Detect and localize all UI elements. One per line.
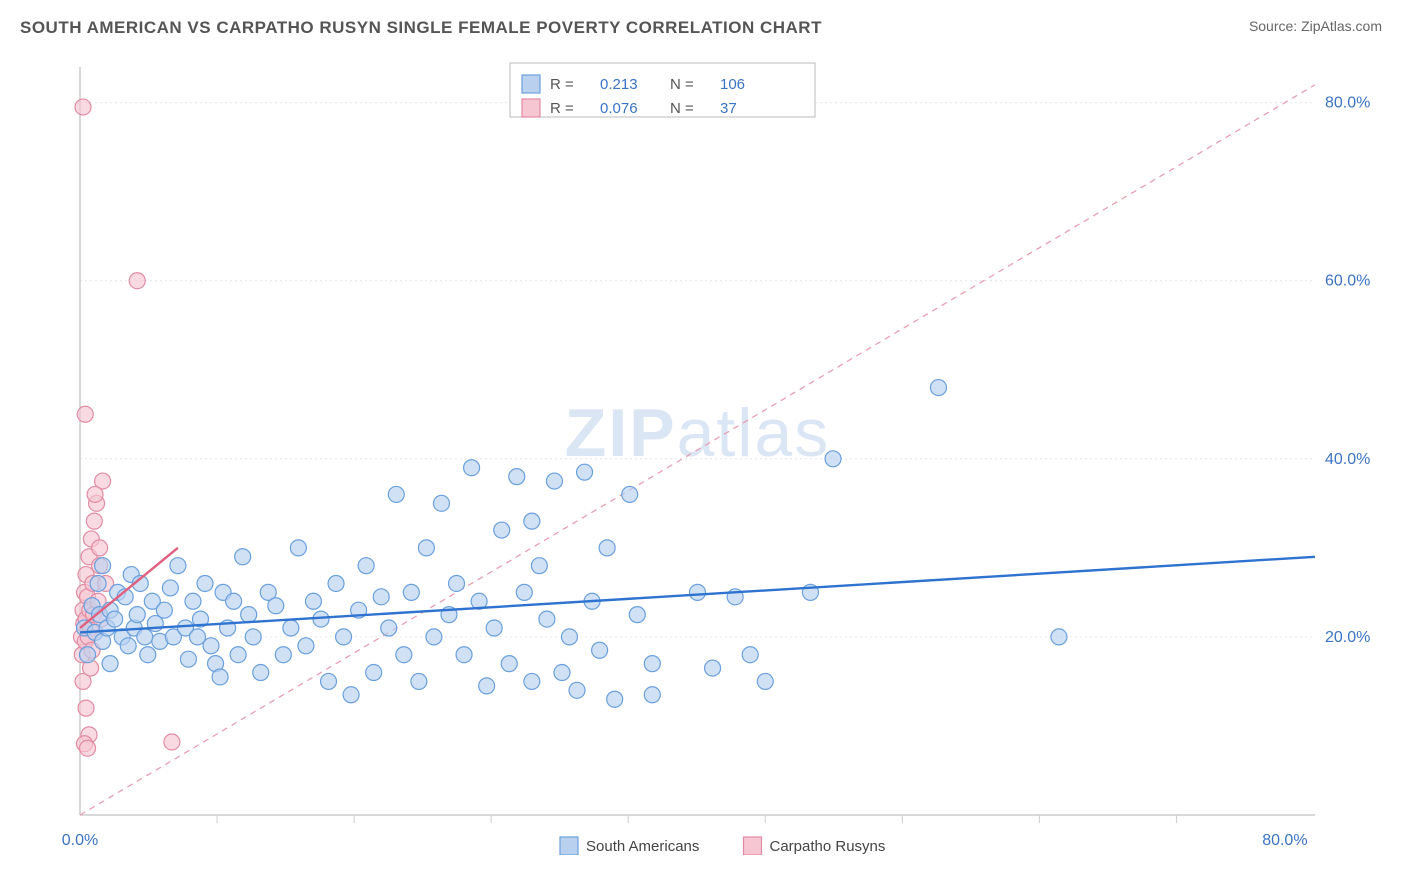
scatter-svg: 20.0%40.0%60.0%80.0%0.0%80.0%ZIPatlasR =… xyxy=(55,55,1385,855)
source-attribution: Source: ZipAtlas.com xyxy=(1249,18,1382,34)
svg-text:0.213: 0.213 xyxy=(600,76,638,93)
svg-text:0.076: 0.076 xyxy=(600,100,638,117)
source-label: Source: xyxy=(1249,18,1301,34)
svg-text:80.0%: 80.0% xyxy=(1325,95,1370,112)
svg-text:80.0%: 80.0% xyxy=(1262,832,1307,849)
svg-text:40.0%: 40.0% xyxy=(1325,451,1370,468)
svg-text:20.0%: 20.0% xyxy=(1325,629,1370,646)
svg-text:Carpatho Rusyns: Carpatho Rusyns xyxy=(770,838,886,855)
source-link[interactable]: ZipAtlas.com xyxy=(1301,18,1382,34)
svg-text:N =: N = xyxy=(670,100,694,117)
svg-text:R =: R = xyxy=(550,76,574,93)
svg-text:N =: N = xyxy=(670,76,694,93)
chart-plot: 20.0%40.0%60.0%80.0%0.0%80.0%ZIPatlasR =… xyxy=(55,55,1385,855)
chart-title: SOUTH AMERICAN VS CARPATHO RUSYN SINGLE … xyxy=(20,18,822,38)
svg-text:South Americans: South Americans xyxy=(586,838,699,855)
svg-text:R =: R = xyxy=(550,100,574,117)
svg-text:0.0%: 0.0% xyxy=(62,832,98,849)
svg-text:60.0%: 60.0% xyxy=(1325,273,1370,290)
svg-text:37: 37 xyxy=(720,100,737,117)
svg-text:106: 106 xyxy=(720,76,745,93)
